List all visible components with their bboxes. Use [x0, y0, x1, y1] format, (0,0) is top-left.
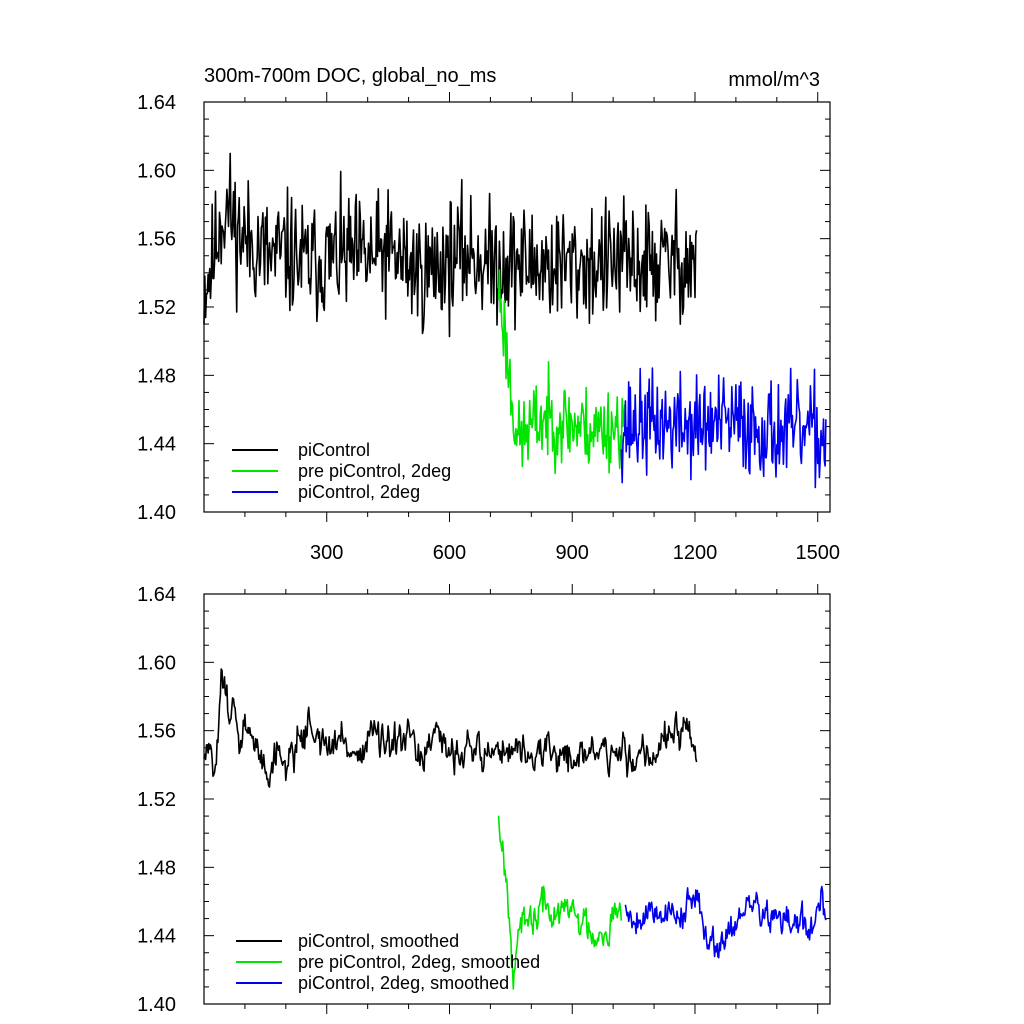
legend-label-pre-picontrol-2deg-smoothed: pre piControl, 2deg, smoothed	[298, 952, 540, 972]
series-line-pre-picontrol-2deg-smoothed	[497, 815, 623, 990]
top-legend: piControl pre piControl, 2deg piControl,…	[232, 440, 451, 502]
y-tick-label: 1.60	[137, 160, 176, 182]
x-tick-label: 1200	[673, 542, 718, 564]
y-tick-label: 1.52	[137, 297, 176, 319]
y-tick-label: 1.48	[137, 365, 176, 387]
x-tick-label: 300	[310, 542, 343, 564]
series-line-picontrol-2deg-smoothed	[624, 885, 827, 959]
series-line-picontrol	[203, 152, 698, 338]
y-tick-label: 1.40	[137, 502, 176, 524]
bottom-panel: 1.40 1.44 1.48 1.52 1.56 1.60 1.64 piControl, …	[137, 584, 831, 1016]
series-line-picontrol-2deg	[620, 367, 827, 489]
y-tick-label: 1.64	[137, 92, 176, 114]
top-panel: 300m-700m DOC, global_no_ms mmol/m^3 1.4…	[137, 65, 840, 564]
series-line-picontrol-smoothed	[203, 668, 698, 788]
legend-label-picontrol-smoothed: piControl, smoothed	[298, 931, 459, 951]
legend-label-picontrol-2deg-smoothed: piControl, 2deg, smoothed	[298, 973, 509, 993]
y-tick-label: 1.44	[137, 434, 176, 456]
top-plot-frame	[203, 101, 831, 513]
series-line-pre-picontrol-2deg	[497, 269, 627, 475]
y-tick-label: 1.64	[137, 584, 176, 606]
y-tick-label: 1.56	[137, 721, 176, 743]
chart-title: 300m-700m DOC, global_no_ms	[204, 65, 496, 87]
y-tick-label: 1.52	[137, 789, 176, 811]
legend-label-picontrol: piControl	[298, 440, 370, 460]
y-tick-label: 1.40	[137, 994, 176, 1016]
bottom-legend: piControl, smoothed pre piControl, 2deg,…	[236, 931, 540, 993]
y-tick-label: 1.48	[137, 857, 176, 879]
units-label: mmol/m^3	[728, 69, 820, 91]
top-axis-ticks: 1.40 1.44 1.48 1.52 1.56 1.60 1.64 300 600 900 120…	[137, 92, 840, 564]
legend-label-picontrol-2deg: piControl, 2deg	[298, 482, 420, 502]
y-tick-label: 1.60	[137, 652, 176, 674]
top-series-group	[203, 152, 827, 489]
bottom-series-group	[203, 668, 827, 990]
y-tick-label: 1.56	[137, 229, 176, 251]
bottom-plot-frame	[203, 593, 831, 1005]
bottom-axis-ticks: 1.40 1.44 1.48 1.52 1.56 1.60 1.64	[137, 584, 830, 1016]
x-tick-label: 600	[433, 542, 466, 564]
x-tick-label: 1500	[795, 542, 840, 564]
x-tick-label: 900	[556, 542, 589, 564]
legend-label-pre-picontrol-2deg: pre piControl, 2deg	[298, 461, 451, 481]
y-tick-label: 1.44	[137, 926, 176, 948]
